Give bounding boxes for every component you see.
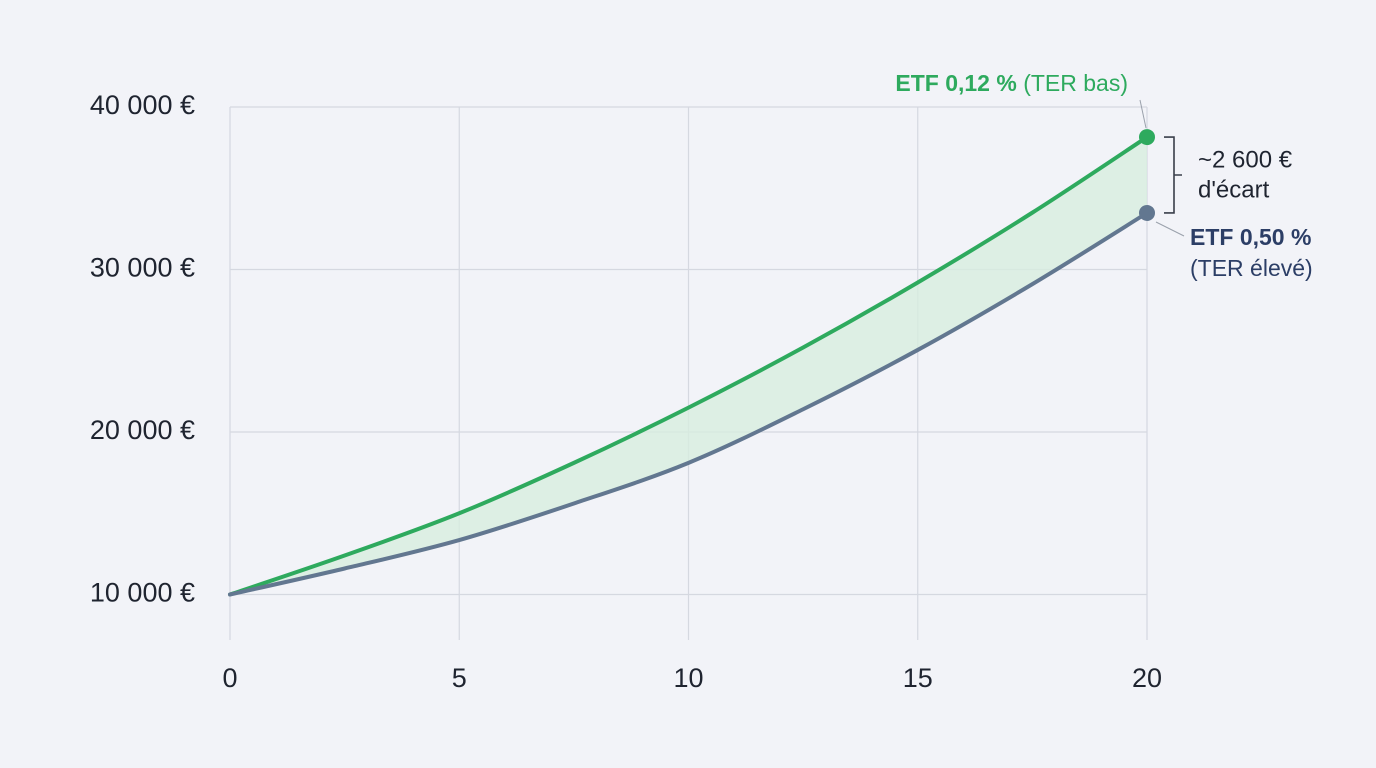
series-line (228, 135, 1149, 597)
x-tick-label: 15 (903, 663, 933, 693)
leader-line (1155, 221, 1185, 237)
leader-line (1139, 99, 1147, 129)
legend-name: ETF 0,50 % (1190, 224, 1311, 250)
series-line (228, 210, 1149, 597)
y-tick-label: 10 000 € (90, 578, 195, 608)
y-tick-label: 20 000 € (90, 415, 195, 445)
y-tick-label: 40 000 € (90, 90, 195, 120)
gap-annotation: ~2 600 € (1198, 146, 1293, 173)
y-tick-label: 30 000 € (90, 253, 195, 283)
series-label: ETF 0,50 % (TER élevé) (1190, 224, 1313, 281)
x-tick-label: 5 (452, 663, 467, 693)
legend-note: (TER bas) (1017, 70, 1128, 96)
gap-annotation: d'écart (1198, 176, 1270, 203)
x-tick-label: 20 (1132, 663, 1162, 693)
legend-name: ETF 0,12 % (895, 70, 1016, 96)
x-tick-label: 10 (673, 663, 703, 693)
legend-note: (TER élevé) (1190, 255, 1313, 281)
end-point (1139, 129, 1155, 146)
bracket (1164, 136, 1182, 214)
end-point (1139, 204, 1155, 221)
series-label: ETF 0,12 % (TER bas) (895, 70, 1128, 96)
x-tick-label: 0 (222, 663, 237, 693)
